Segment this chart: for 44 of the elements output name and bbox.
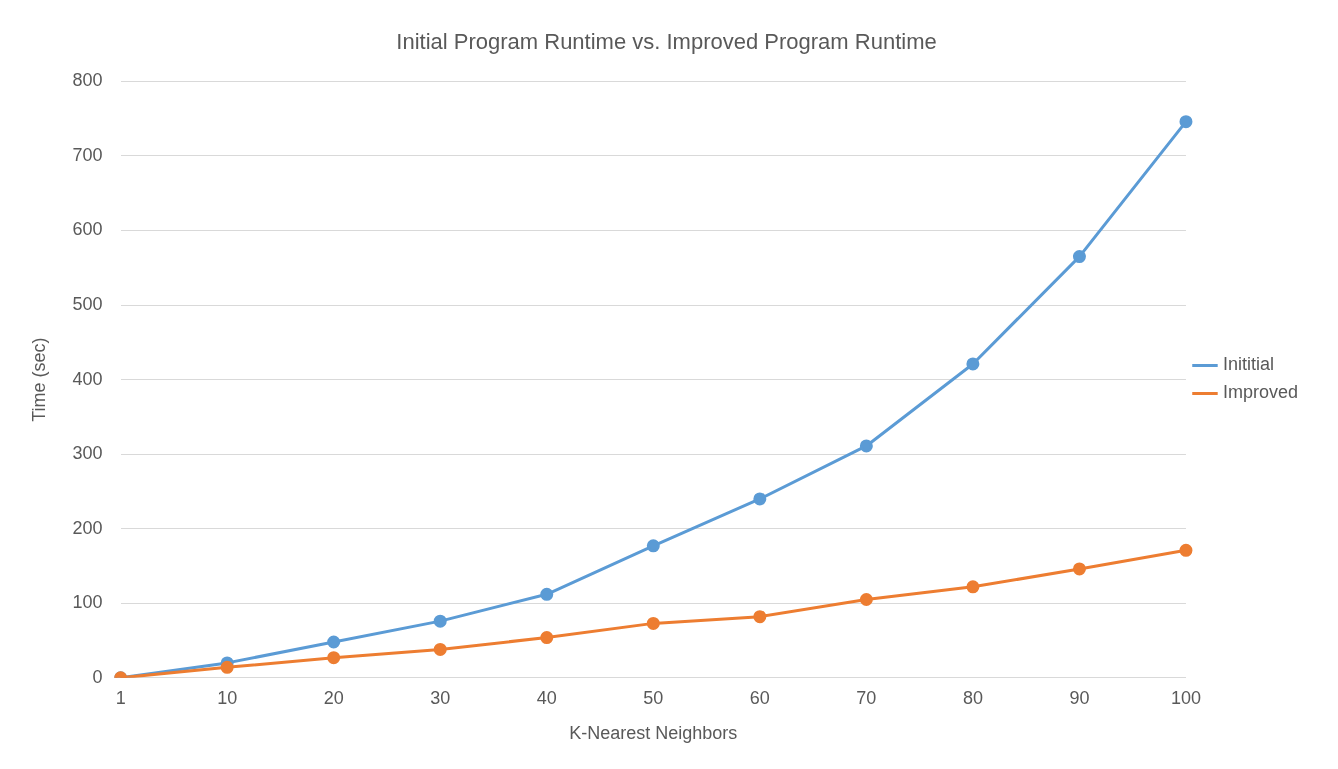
point bbox=[327, 635, 341, 649]
point bbox=[540, 631, 554, 645]
y-tick-label: 0 bbox=[92, 666, 103, 687]
y-tick-label: 200 bbox=[72, 517, 103, 538]
x-axis-title: K-Nearest Neighbors bbox=[569, 723, 738, 744]
point bbox=[220, 660, 234, 674]
x-tick-label: 90 bbox=[1069, 687, 1090, 708]
point bbox=[966, 357, 980, 371]
y-axis-title: Time (sec) bbox=[28, 337, 49, 422]
point bbox=[327, 651, 341, 665]
y-tick-label: 100 bbox=[72, 592, 103, 613]
legend-label: Improved bbox=[1222, 382, 1299, 403]
y-tick-label: 500 bbox=[72, 294, 103, 315]
point bbox=[859, 593, 873, 607]
x-tick-label: 40 bbox=[536, 687, 557, 708]
x-tick-label: 70 bbox=[856, 687, 877, 708]
y-tick-label: 700 bbox=[72, 144, 103, 165]
point bbox=[859, 439, 873, 453]
point bbox=[1072, 562, 1086, 576]
x-tick-label: 30 bbox=[430, 687, 451, 708]
y-tick-label: 600 bbox=[72, 219, 103, 240]
point bbox=[433, 614, 447, 628]
x-tick-label: 60 bbox=[749, 687, 770, 708]
x-tick-label: 100 bbox=[1170, 687, 1201, 708]
point bbox=[1072, 250, 1086, 264]
point bbox=[753, 492, 767, 506]
point bbox=[753, 610, 767, 624]
x-tick-label: 80 bbox=[962, 687, 983, 708]
point bbox=[1179, 543, 1193, 557]
point bbox=[433, 642, 447, 656]
point bbox=[540, 587, 554, 601]
x-tick-label: 10 bbox=[217, 687, 238, 708]
chart-title: Initial Program Runtime vs. Improved Program Runtime bbox=[396, 29, 937, 55]
x-tick-label: 1 bbox=[115, 687, 126, 708]
legend-label: Inititial bbox=[1222, 354, 1274, 375]
y-tick-label: 800 bbox=[72, 70, 103, 91]
y-tick-label: 300 bbox=[72, 443, 103, 464]
point bbox=[1179, 115, 1193, 129]
y-tick-label: 400 bbox=[72, 368, 103, 389]
x-tick-label: 20 bbox=[323, 687, 344, 708]
point bbox=[646, 616, 660, 630]
point bbox=[966, 580, 980, 594]
x-tick-label: 50 bbox=[643, 687, 664, 708]
point bbox=[646, 539, 660, 553]
